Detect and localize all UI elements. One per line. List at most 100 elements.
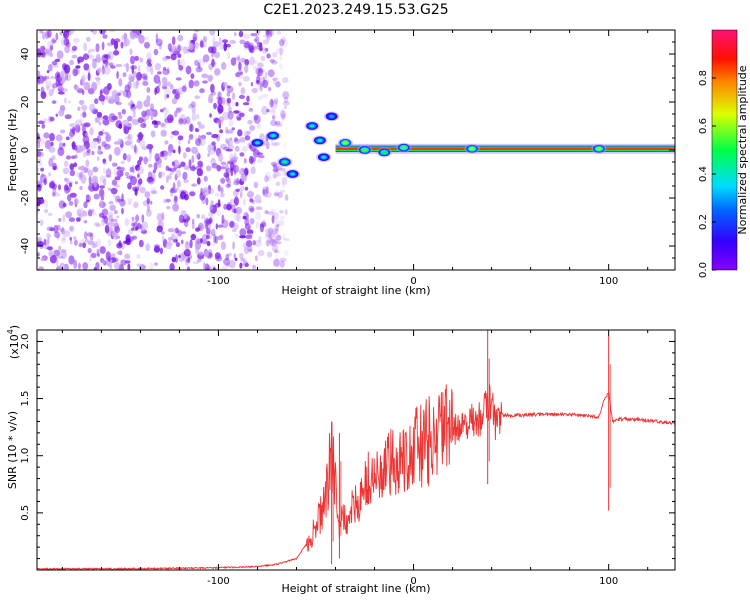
noise-speckle	[240, 57, 246, 63]
noise-speckle	[107, 187, 112, 191]
noise-speckle	[191, 105, 196, 114]
noise-speckle	[167, 236, 173, 241]
noise-speckle	[115, 101, 122, 106]
noise-speckle	[126, 122, 133, 128]
noise-speckle	[219, 234, 224, 238]
noise-speckle	[169, 168, 177, 172]
noise-speckle	[255, 206, 263, 210]
noise-speckle	[91, 243, 98, 249]
noise-speckle	[206, 234, 210, 240]
noise-speckle	[208, 212, 213, 218]
noise-speckle	[192, 164, 195, 173]
noise-speckle	[226, 137, 234, 147]
noise-speckle	[49, 52, 53, 58]
noise-speckle	[90, 252, 97, 259]
noise-speckle	[273, 249, 278, 254]
noise-speckle	[78, 99, 85, 105]
noise-speckle	[181, 231, 186, 235]
noise-speckle	[82, 89, 85, 96]
colorbar-tick-label: 0.8	[698, 70, 709, 86]
noise-speckle	[283, 238, 290, 242]
noise-speckle	[184, 258, 189, 266]
noise-speckle	[87, 88, 95, 95]
noise-speckle	[183, 249, 191, 257]
noise-speckle	[229, 221, 235, 228]
noise-speckle	[119, 199, 126, 207]
noise-speckle	[54, 231, 60, 239]
noise-speckle	[153, 48, 159, 56]
noise-speckle	[159, 151, 165, 158]
noise-speckle	[149, 187, 157, 195]
noise-speckle	[119, 90, 124, 95]
noise-speckle	[69, 239, 73, 245]
noise-speckle	[220, 265, 228, 270]
noise-speckle	[116, 215, 120, 219]
noise-speckle	[200, 39, 204, 47]
noise-speckle	[178, 118, 184, 124]
noise-speckle	[266, 53, 271, 59]
snr-multiplier-base: (x10	[8, 334, 21, 359]
noise-speckle	[244, 130, 249, 138]
noise-speckle	[92, 60, 97, 69]
noise-speckle	[262, 188, 266, 196]
noise-speckle	[90, 141, 98, 150]
noise-speckle	[205, 131, 213, 136]
noise-speckle	[80, 164, 86, 174]
noise-speckle	[226, 85, 231, 89]
noise-speckle	[96, 238, 102, 248]
noise-speckle	[120, 160, 125, 165]
noise-speckle	[166, 206, 171, 210]
noise-speckle	[75, 65, 81, 69]
noise-speckle	[194, 95, 201, 100]
noise-speckle	[135, 79, 139, 89]
noise-speckle	[248, 205, 255, 212]
noise-speckle	[256, 79, 259, 84]
noise-speckle	[199, 40, 204, 48]
noise-speckle	[116, 71, 119, 79]
noise-speckle	[217, 104, 224, 114]
noise-speckle	[194, 59, 199, 66]
noise-speckle	[66, 42, 71, 48]
noise-speckle	[261, 105, 269, 115]
noise-speckle	[146, 176, 154, 183]
noise-speckle	[136, 100, 143, 110]
noise-speckle	[267, 30, 275, 37]
noise-speckle	[102, 158, 107, 164]
noise-speckle	[136, 254, 141, 259]
noise-speckle	[99, 246, 106, 254]
noise-speckle	[55, 78, 61, 88]
noise-speckle	[175, 242, 180, 248]
noise-speckle	[259, 82, 263, 92]
noise-speckle	[182, 171, 188, 180]
noise-speckle	[205, 227, 211, 235]
noise-speckle	[264, 210, 269, 215]
noise-speckle	[37, 183, 42, 192]
noise-speckle	[53, 62, 59, 69]
noise-speckle	[65, 178, 70, 182]
noise-speckle	[272, 77, 279, 81]
noise-speckle	[208, 222, 212, 229]
noise-speckle	[164, 140, 169, 145]
noise-speckle	[141, 146, 148, 151]
noise-speckle	[272, 239, 277, 247]
noise-speckle	[102, 260, 106, 264]
noise-speckle	[160, 231, 165, 235]
noise-speckle	[103, 66, 111, 75]
noise-speckle	[84, 231, 88, 240]
noise-speckle	[266, 109, 270, 113]
noise-speckle	[131, 216, 135, 221]
noise-speckle	[243, 245, 249, 255]
spectral-feature	[284, 169, 301, 179]
noise-speckle	[227, 252, 232, 257]
noise-speckle	[53, 249, 61, 257]
noise-speckle	[219, 129, 224, 134]
noise-speckle	[160, 122, 167, 129]
noise-speckle	[49, 132, 55, 142]
snr-multiplier-exp: 4	[6, 329, 15, 334]
noise-speckle	[211, 163, 219, 169]
spectral-feature	[396, 142, 412, 153]
noise-speckle	[197, 121, 202, 126]
spectrogram-image	[37, 30, 675, 270]
noise-speckle	[191, 146, 198, 154]
